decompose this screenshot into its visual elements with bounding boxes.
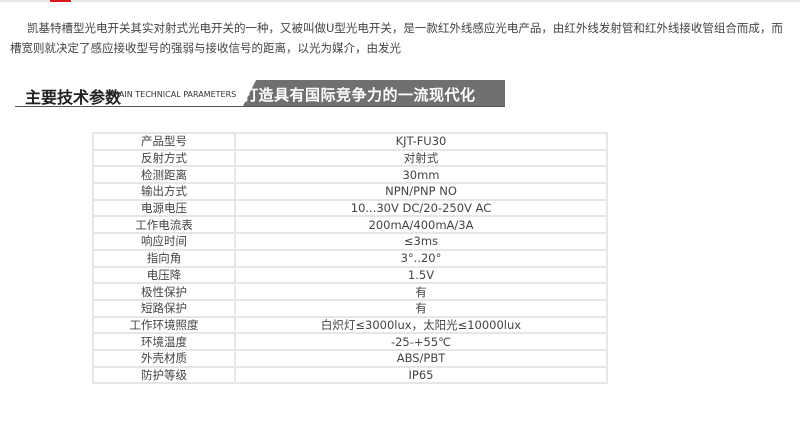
param-value: 3°..20° [234,248,608,268]
top-divider [0,0,800,2]
param-value: NPN/PNP NO [234,182,608,201]
section-subtitle: MAIN TECHNICAL PARAMETERS [112,90,237,99]
param-name: 外壳材质 [92,348,236,368]
table-row: 工作环境照度 白炽灯≤3000lux，太阳光≤10000lux [92,315,608,335]
param-name: 短路保护 [92,298,236,318]
parameters-table: 产品型号 KJT-FU30 反射方式 对射式 检测距离 30mm 输出方式 NPN/PNP N… [92,132,608,385]
section-header: 主要技术参数 MAIN TECHNICAL PARAMETERS 打造具有国际竞… [15,78,505,107]
param-name: 极性保护 [92,282,236,301]
param-name: 响应时间 [92,232,236,251]
param-name: 环境温度 [92,332,236,351]
param-name: 检测距离 [92,165,236,185]
active-tab-indicator [50,0,71,2]
table-row: 产品型号 KJT-FU30 [92,132,608,151]
param-value: -25-+55℃ [234,332,608,351]
intro-paragraph: 凯基特槽型光电开关其实对射式光电开关的一种，又被叫做U型光电开关，是一款红外线感… [10,21,783,55]
param-value: 有 [234,298,608,318]
table-row: 防护等级 IP65 [92,365,608,385]
param-value: KJT-FU30 [234,132,608,151]
table-row: 输出方式 NPN/PNP NO [92,182,608,201]
param-value: IP65 [234,365,608,385]
param-name: 产品型号 [92,132,236,151]
table-row: 环境温度 -25-+55℃ [92,332,608,351]
param-value: 白炽灯≤3000lux，太阳光≤10000lux [234,315,608,335]
table-row: 检测距离 30mm [92,165,608,185]
table-row: 短路保护有 [92,298,608,318]
param-name: 反射方式 [92,148,236,168]
param-value: 10...30V DC/20-250V AC [234,198,608,218]
table-row: 响应时间 ≤3ms [92,232,608,251]
slogan-banner: 打造具有国际竞争力的一流现代化传感器企业 [243,80,505,106]
param-value: 30mm [234,165,608,185]
slogan-text: 打造具有国际竞争力的一流现代化传感器企业 [243,86,476,125]
param-name: 指向角 [92,248,236,268]
param-name: 电压降 [92,265,236,285]
param-value: ABS/PBT [234,348,608,368]
param-value: 有 [234,282,608,301]
table-row: 工作电流表 200mA/400mA/3A [92,215,608,235]
table-row: 指向角 3°..20° [92,248,608,268]
param-value: ≤3ms [234,232,608,251]
param-value: 1.5V [234,265,608,285]
param-value: 200mA/400mA/3A [234,215,608,235]
table-row: 外壳材质 ABS/PBT [92,348,608,368]
param-name: 输出方式 [92,182,236,201]
table-row: 反射方式 对射式 [92,148,608,168]
param-name: 工作环境照度 [92,315,236,335]
param-name: 防护等级 [92,365,236,385]
param-value: 对射式 [234,148,608,168]
section-title: 主要技术参数 [25,88,122,107]
table-row: 电压降 1.5V [92,265,608,285]
param-name: 电源电压 [92,198,236,218]
param-name: 工作电流表 [92,215,236,235]
table-row: 电源电压 10...30V DC/20-250V AC [92,198,608,218]
table-row: 极性保护有 [92,282,608,301]
